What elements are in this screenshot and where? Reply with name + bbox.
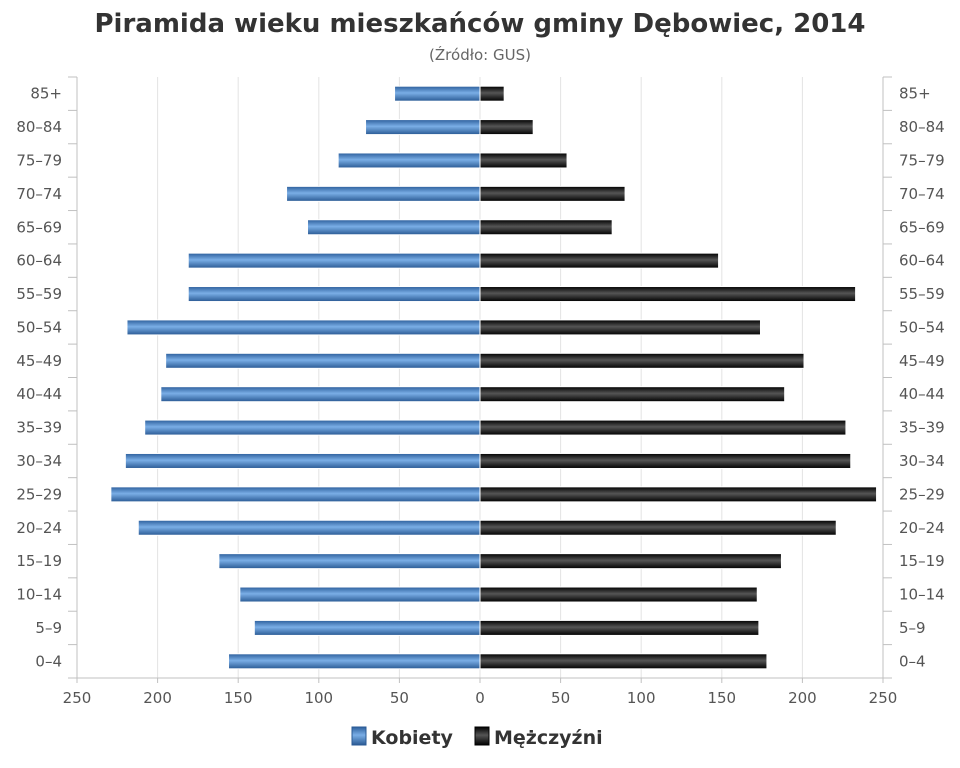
legend-label-mezczyzni: Mężczyźni — [494, 727, 603, 749]
bar-mezczyzni — [479, 419, 847, 436]
bar-mezczyzni — [479, 519, 837, 536]
bar-mezczyzni — [479, 386, 786, 403]
bar-kobiety — [228, 653, 481, 670]
bar-mezczyzni — [479, 219, 613, 236]
category-label-left: 60–64 — [16, 252, 62, 270]
category-labels: 0–4 0–4 5–9 5–9 10–14 10–14 15–19 15–19 20–24 20–… — [16, 85, 944, 671]
category-label-left: 80–84 — [16, 118, 62, 136]
bar-mezczyzni — [479, 319, 761, 336]
category-label-right: 65–69 — [899, 218, 945, 236]
category-label-left: 65–69 — [16, 218, 62, 236]
legend-swatch-kobiety — [351, 726, 367, 746]
chart-title: Piramida wieku mieszkańców gminy Dębowie… — [95, 9, 866, 39]
bar-mezczyzni — [479, 653, 768, 670]
category-label-right: 30–34 — [899, 452, 945, 470]
bar-kobiety — [137, 519, 481, 536]
x-tick-label: 100 — [627, 689, 656, 707]
category-label-left: 35–39 — [16, 419, 62, 437]
category-label-left: 5–9 — [35, 619, 62, 637]
bar-kobiety — [165, 352, 481, 369]
category-label-right: 15–19 — [899, 552, 945, 570]
x-tick-label: 200 — [143, 689, 172, 707]
bar-kobiety — [187, 252, 481, 269]
bar-mezczyzni — [479, 286, 857, 303]
category-label-right: 20–24 — [899, 519, 945, 537]
category-label-left: 20–24 — [16, 519, 62, 537]
bar-kobiety — [394, 85, 481, 102]
category-label-right: 75–79 — [899, 151, 945, 169]
bar-kobiety — [337, 152, 481, 169]
category-label-right: 60–64 — [899, 252, 945, 270]
bar-mezczyzni — [479, 152, 568, 169]
category-label-right: 55–59 — [899, 285, 945, 303]
category-label-left: 85+ — [30, 85, 62, 103]
x-tick-label: 200 — [788, 689, 817, 707]
bar-kobiety — [307, 219, 481, 236]
category-label-right: 45–49 — [899, 352, 945, 370]
bar-mezczyzni — [479, 85, 505, 102]
category-label-left: 40–44 — [16, 385, 62, 403]
x-tick-label: 250 — [63, 689, 92, 707]
x-tick-label: 50 — [551, 689, 570, 707]
x-tick-label: 150 — [224, 689, 253, 707]
category-label-right: 10–14 — [899, 586, 945, 604]
category-label-right: 80–84 — [899, 118, 945, 136]
x-tick-label: 250 — [869, 689, 898, 707]
category-label-left: 45–49 — [16, 352, 62, 370]
bar-kobiety — [160, 386, 481, 403]
category-label-left: 10–14 — [16, 586, 62, 604]
category-label-right: 70–74 — [899, 185, 945, 203]
legend-label-kobiety: Kobiety — [371, 727, 454, 749]
x-tick-label: 100 — [304, 689, 333, 707]
bar-mezczyzni — [479, 452, 852, 469]
bar-kobiety — [187, 286, 481, 303]
bar-kobiety — [126, 319, 481, 336]
bar-kobiety — [144, 419, 481, 436]
bar-mezczyzni — [479, 586, 758, 603]
bar-mezczyzni — [479, 486, 878, 503]
bar-mezczyzni — [479, 119, 534, 136]
x-tick-labels: 250 200 150 100 50 0 50 100 150 200 250 — [63, 689, 898, 707]
bar-mezczyzni — [479, 619, 760, 636]
category-label-right: 50–54 — [899, 318, 945, 336]
legend: Kobiety Mężczyźni — [351, 726, 603, 749]
chart-subtitle: (Źródło: GUS) — [429, 45, 531, 64]
category-label-right: 85+ — [899, 85, 931, 103]
bar-mezczyzni — [479, 185, 626, 202]
category-label-right: 5–9 — [899, 619, 926, 637]
bars — [110, 85, 878, 670]
category-label-left: 75–79 — [16, 151, 62, 169]
category-label-left: 25–29 — [16, 485, 62, 503]
bar-mezczyzni — [479, 252, 720, 269]
category-label-right: 25–29 — [899, 485, 945, 503]
category-label-left: 55–59 — [16, 285, 62, 303]
bar-kobiety — [286, 185, 481, 202]
bar-mezczyzni — [479, 553, 782, 570]
category-label-left: 0–4 — [35, 652, 62, 670]
x-tick-label: 0 — [475, 689, 485, 707]
bar-kobiety — [253, 619, 481, 636]
category-label-right: 0–4 — [899, 652, 926, 670]
category-label-right: 40–44 — [899, 385, 945, 403]
bar-mezczyzni — [479, 352, 805, 369]
legend-swatch-mezczyzni — [474, 726, 490, 746]
x-tick-label: 50 — [390, 689, 409, 707]
category-label-left: 70–74 — [16, 185, 62, 203]
bar-kobiety — [124, 452, 481, 469]
bar-kobiety — [218, 553, 481, 570]
category-label-left: 30–34 — [16, 452, 62, 470]
bar-kobiety — [110, 486, 481, 503]
x-tick-label: 150 — [707, 689, 736, 707]
bar-kobiety — [365, 119, 481, 136]
category-label-left: 50–54 — [16, 318, 62, 336]
category-label-right: 35–39 — [899, 419, 945, 437]
bar-kobiety — [239, 586, 481, 603]
category-label-left: 15–19 — [16, 552, 62, 570]
axes — [68, 76, 892, 683]
